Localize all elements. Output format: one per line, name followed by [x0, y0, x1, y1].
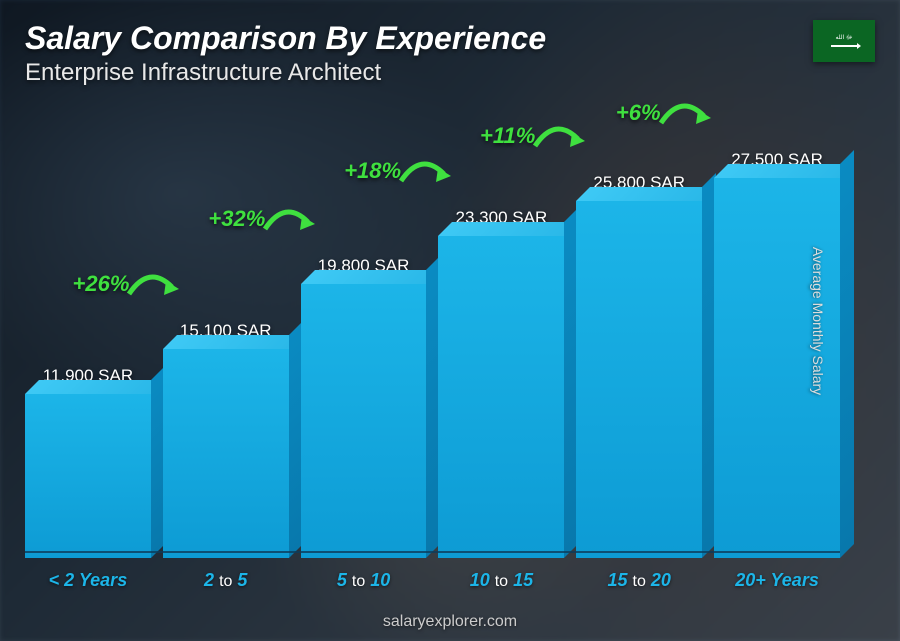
bar-top-face: [438, 222, 578, 236]
bar-group: 11,900 SAR< 2 Years: [25, 366, 151, 591]
bar-category-label: < 2 Years: [49, 570, 128, 591]
bar-category-label: 20+ Years: [735, 570, 819, 591]
bar-top-face: [714, 164, 854, 178]
pct-increase-label: +18%: [344, 146, 456, 196]
bar-category-label: 10 to 15: [470, 570, 533, 591]
pct-text: +18%: [344, 158, 401, 184]
bar: [576, 201, 702, 558]
footer-attribution: salaryexplorer.com: [0, 613, 900, 631]
bar-front: [163, 349, 289, 558]
bar: [438, 236, 564, 558]
bar-category-label: 15 to 20: [608, 570, 671, 591]
curved-arrow-icon: [530, 111, 590, 161]
country-flag-icon: ﷻ الله: [813, 20, 875, 62]
curved-arrow-icon: [396, 146, 456, 196]
bar-front: [301, 284, 427, 558]
pct-text: +26%: [73, 271, 130, 297]
bar-category-label: 2 to 5: [204, 570, 247, 591]
curved-arrow-icon: [260, 194, 320, 244]
page-subtitle: Enterprise Infrastructure Architect: [25, 59, 546, 87]
bar: [25, 394, 151, 558]
saudi-flag-icon: ﷻ الله: [819, 26, 869, 56]
bar-top-face: [301, 270, 441, 284]
pct-text: +32%: [208, 206, 265, 232]
header: Salary Comparison By Experience Enterpri…: [25, 20, 546, 87]
bar-top-face: [25, 380, 165, 394]
pct-increase-label: +26%: [73, 259, 185, 309]
bar-group: 19,800 SAR5 to 10: [301, 256, 427, 591]
bar-group: 23,300 SAR10 to 15: [438, 208, 564, 591]
bar-top-face: [576, 187, 716, 201]
pct-text: +6%: [616, 100, 661, 126]
y-axis-label: Average Monthly Salary: [810, 246, 826, 394]
page-title: Salary Comparison By Experience: [25, 20, 546, 57]
curved-arrow-icon: [656, 88, 716, 138]
bar: [163, 349, 289, 558]
pct-increase-label: +6%: [616, 88, 716, 138]
curved-arrow-icon: [124, 259, 184, 309]
pct-increase-label: +32%: [208, 194, 320, 244]
bar-top-face: [163, 335, 303, 349]
pct-increase-label: +11%: [480, 111, 590, 161]
chart-baseline: [25, 551, 840, 553]
pct-text: +11%: [480, 123, 535, 149]
bar-front: [25, 394, 151, 558]
bar-category-label: 5 to 10: [337, 570, 390, 591]
svg-text:ﷻ الله: ﷻ الله: [836, 34, 853, 41]
bar: [301, 284, 427, 558]
bar-front: [438, 236, 564, 558]
bar-front: [576, 201, 702, 558]
bar-side-face: [840, 150, 854, 558]
bar-group: 25,800 SAR15 to 20: [576, 173, 702, 591]
